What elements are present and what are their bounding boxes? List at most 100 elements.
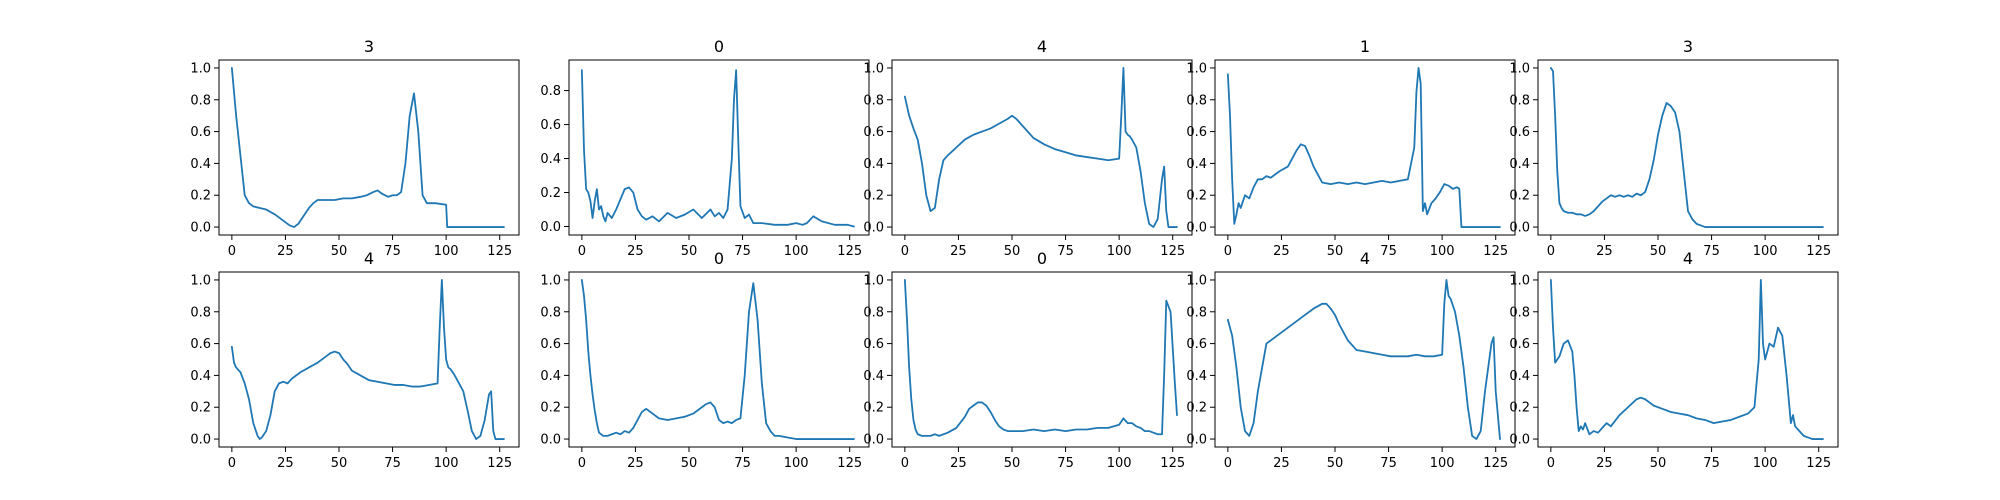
x-tick-label: 75 <box>1380 456 1397 471</box>
y-tick-label: 0.6 <box>863 125 884 140</box>
panel-title: 1 <box>1360 37 1370 56</box>
panel-title: 4 <box>1360 249 1370 268</box>
x-tick-label: 50 <box>681 244 698 259</box>
x-tick-label: 75 <box>1057 244 1074 259</box>
y-tick-label: 0.8 <box>1509 93 1530 108</box>
y-tick-label: 0.4 <box>190 369 211 384</box>
x-tick-label: 75 <box>384 244 401 259</box>
x-tick-label: 0 <box>578 244 586 259</box>
x-tick-label: 25 <box>277 244 294 259</box>
y-tick-label: 1.0 <box>190 61 211 76</box>
x-tick-label: 100 <box>784 456 809 471</box>
x-tick-label: 75 <box>734 456 751 471</box>
x-tick-label: 0 <box>228 244 236 259</box>
y-tick-label: 1.0 <box>1509 61 1530 76</box>
x-tick-label: 25 <box>277 456 294 471</box>
x-tick-label: 125 <box>837 244 862 259</box>
x-tick-label: 25 <box>627 244 644 259</box>
y-tick-label: 0.0 <box>1509 221 1530 236</box>
x-tick-label: 100 <box>1753 244 1778 259</box>
y-tick-label: 0.2 <box>190 401 211 416</box>
x-tick-label: 100 <box>1430 244 1455 259</box>
x-tick-label: 25 <box>1273 244 1290 259</box>
y-tick-label: 0.2 <box>540 401 561 416</box>
chart-panel-8: 0 25 50 75 100 125 0.0 0.2 0.4 0.6 0.8 1.0 0 <box>863 249 1193 471</box>
x-tick-label: 25 <box>950 244 967 259</box>
y-tick-label: 0.0 <box>863 221 884 236</box>
x-tick-label: 0 <box>1547 244 1555 259</box>
x-tick-label: 0 <box>901 244 909 259</box>
x-tick-label: 100 <box>784 244 809 259</box>
x-tick-label: 0 <box>901 456 909 471</box>
y-tick-label: 1.0 <box>190 273 211 288</box>
chart-panel-7: 0 25 50 75 100 125 0.0 0.2 0.4 0.6 0.8 1.0 0 <box>540 249 870 471</box>
y-tick-label: 0.8 <box>1186 93 1207 108</box>
y-tick-label: 1.0 <box>540 273 561 288</box>
y-tick-label: 0.0 <box>1186 221 1207 236</box>
x-tick-label: 50 <box>1650 244 1667 259</box>
y-tick-label: 0.8 <box>540 305 561 320</box>
axes-frame <box>568 59 870 236</box>
y-tick-label: 0.8 <box>190 93 211 108</box>
panel-title: 3 <box>364 37 374 56</box>
y-tick-label: 0.4 <box>540 369 561 384</box>
y-tick-label: 0.2 <box>1186 401 1207 416</box>
x-tick-label: 125 <box>1806 456 1831 471</box>
y-tick-label: 1.0 <box>1509 273 1530 288</box>
x-tick-label: 25 <box>1596 244 1613 259</box>
series-line <box>580 279 855 440</box>
panel-title: 4 <box>364 249 374 268</box>
y-tick-label: 1.0 <box>863 273 884 288</box>
chart-panel-6: 0 25 50 75 100 125 0.0 0.2 0.4 0.6 0.8 1.0 4 <box>190 249 520 471</box>
series-line <box>1549 67 1824 228</box>
x-tick-label: 100 <box>1753 456 1778 471</box>
series-line <box>903 279 1178 437</box>
chart-panel-9: 0 25 50 75 100 125 0.0 0.2 0.4 0.6 0.8 1.0 4 <box>1186 249 1516 471</box>
y-tick-label: 0.4 <box>1186 157 1207 172</box>
axes-frame <box>891 59 1193 236</box>
y-tick-label: 0.8 <box>1509 305 1530 320</box>
series-line <box>903 67 1178 228</box>
x-tick-label: 75 <box>1703 456 1720 471</box>
y-tick-label: 0.6 <box>1186 125 1207 140</box>
x-tick-label: 0 <box>1224 244 1232 259</box>
x-tick-label: 25 <box>1596 456 1613 471</box>
x-tick-label: 100 <box>1430 456 1455 471</box>
x-tick-label: 75 <box>1057 456 1074 471</box>
series-line <box>230 279 505 440</box>
y-tick-label: 0.6 <box>1186 337 1207 352</box>
panel-title: 3 <box>1683 37 1693 56</box>
x-tick-label: 125 <box>837 456 862 471</box>
y-tick-label: 0.2 <box>863 189 884 204</box>
y-tick-label: 0.6 <box>540 118 561 133</box>
x-tick-label: 50 <box>331 456 348 471</box>
x-tick-label: 75 <box>734 244 751 259</box>
x-tick-label: 50 <box>1004 456 1021 471</box>
y-tick-label: 0.8 <box>863 305 884 320</box>
y-tick-label: 0.4 <box>863 369 884 384</box>
x-tick-label: 0 <box>1547 456 1555 471</box>
y-tick-label: 0.6 <box>540 337 561 352</box>
y-tick-label: 0.4 <box>540 152 561 167</box>
y-tick-label: 0.0 <box>190 221 211 236</box>
y-tick-label: 0.4 <box>1509 157 1530 172</box>
x-tick-label: 50 <box>1650 456 1667 471</box>
y-tick-label: 0.0 <box>540 220 561 235</box>
x-tick-label: 50 <box>1327 456 1344 471</box>
y-tick-label: 0.4 <box>863 157 884 172</box>
x-tick-label: 125 <box>1806 244 1831 259</box>
y-tick-label: 0.8 <box>190 305 211 320</box>
x-tick-label: 100 <box>434 244 459 259</box>
x-tick-label: 125 <box>1483 244 1508 259</box>
chart-panel-10: 0 25 50 75 100 125 0.0 0.2 0.4 0.6 0.8 1.0 4 <box>1509 249 1839 471</box>
x-tick-label: 25 <box>1273 456 1290 471</box>
series-line <box>580 69 855 228</box>
x-tick-label: 0 <box>578 456 586 471</box>
chart-panel-2: 0 25 50 75 100 125 0.0 0.2 0.4 0.6 0.8 0 <box>540 37 870 259</box>
chart-panel-4: 0 25 50 75 100 125 0.0 0.2 0.4 0.6 0.8 1.0 1 <box>1186 37 1516 259</box>
y-tick-label: 0.6 <box>1509 125 1530 140</box>
y-tick-label: 0.6 <box>190 337 211 352</box>
panel-title: 0 <box>714 249 724 268</box>
x-tick-label: 100 <box>1107 244 1132 259</box>
